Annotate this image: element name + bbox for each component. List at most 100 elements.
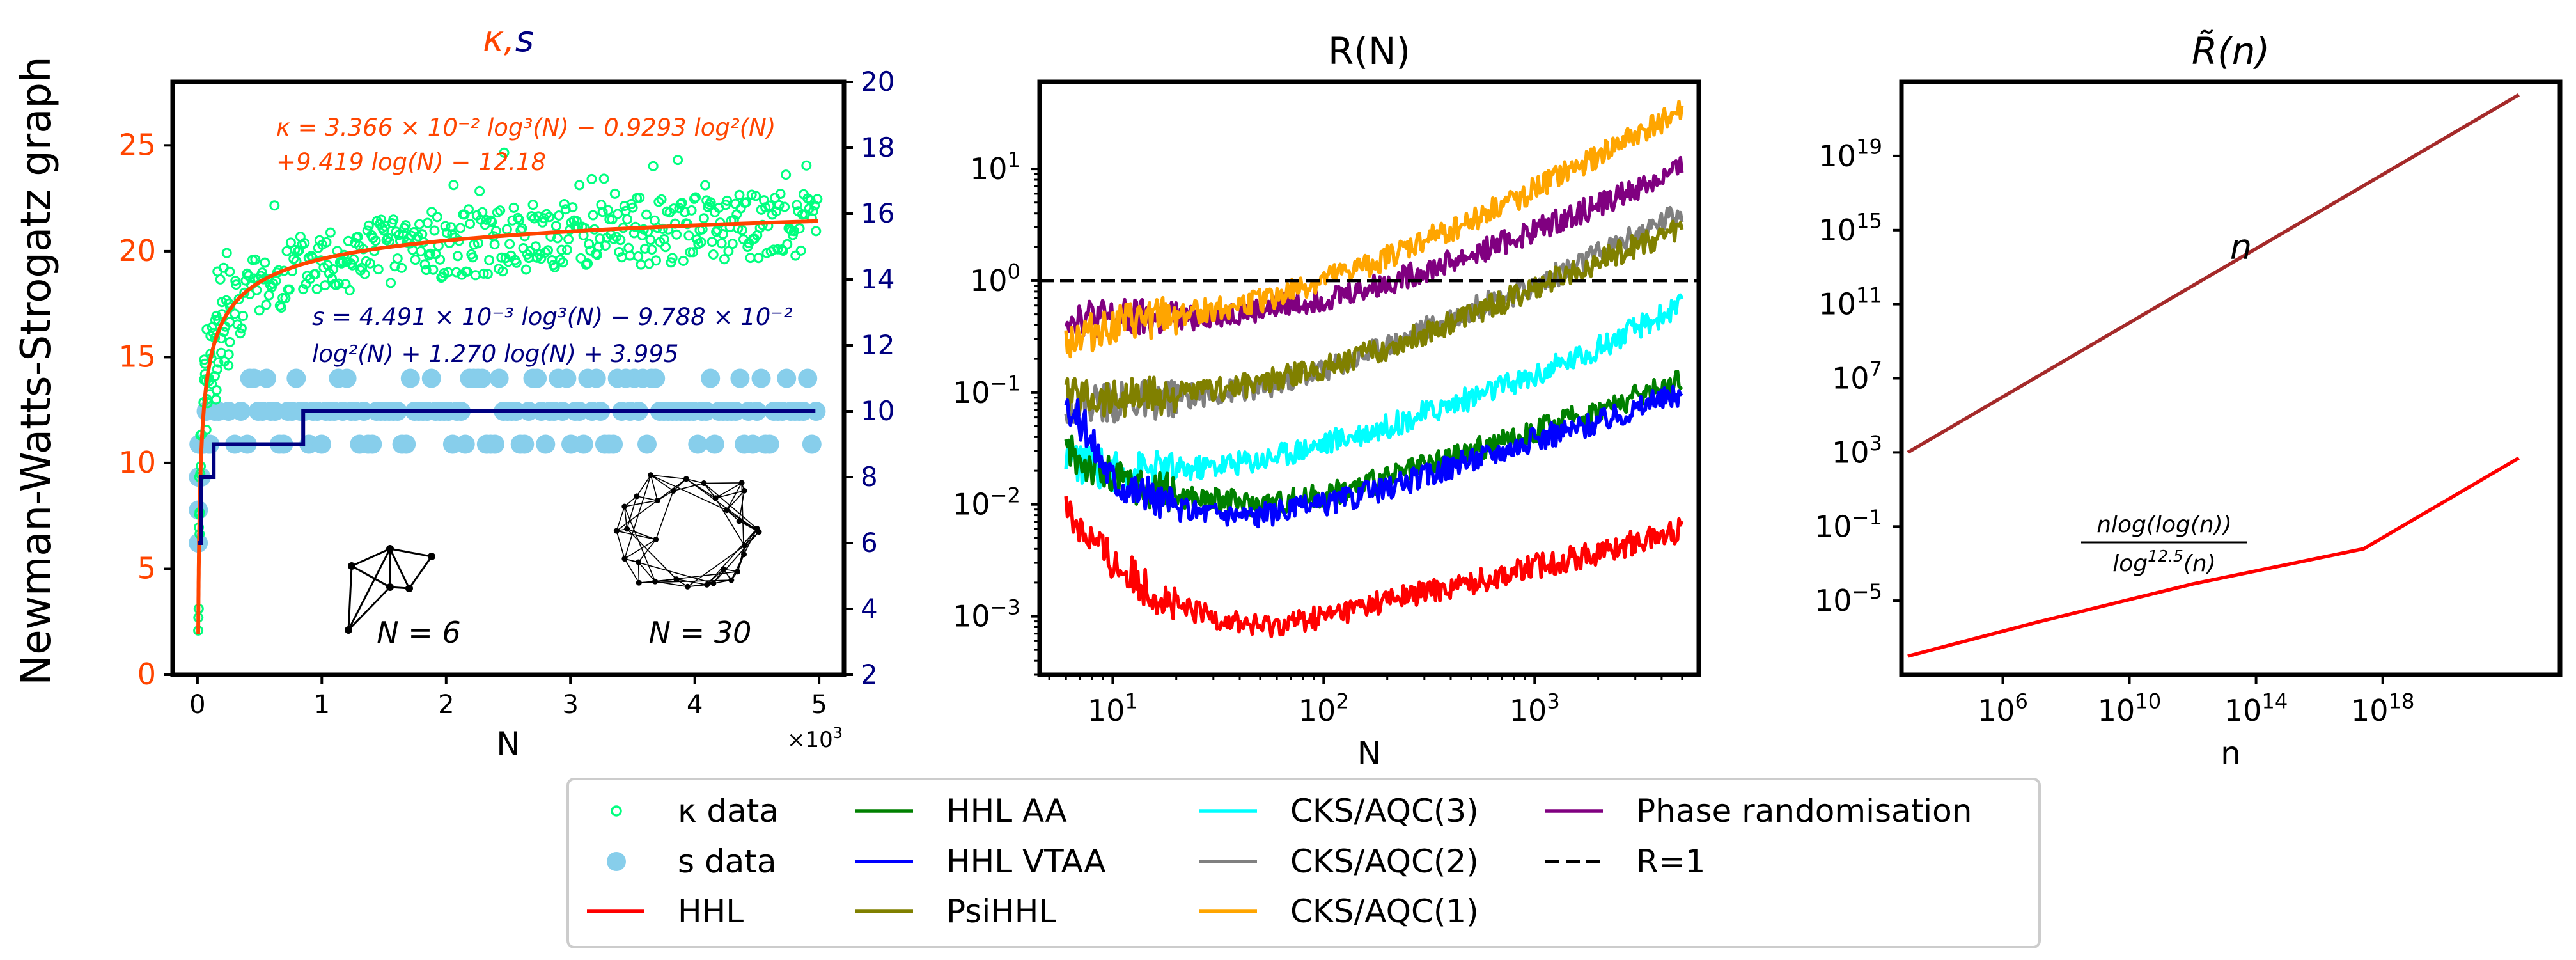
kappa-data-point (320, 280, 331, 291)
kappa-data-point (719, 254, 730, 265)
y-tick-label: 10−2 (953, 483, 1020, 521)
y-right-tick-label: 18 (861, 132, 894, 163)
series-line-psihhl (1064, 219, 1684, 418)
kappa-data-point (607, 214, 618, 225)
kappa-data-point (396, 262, 407, 273)
inset-node (741, 487, 747, 494)
y-right-tick-label: 10 (861, 395, 894, 427)
kappa-data-points (193, 147, 823, 636)
inset-edge (616, 506, 625, 531)
kappa-data-point (698, 213, 709, 224)
inset-edge (636, 475, 652, 497)
inset-node (710, 580, 717, 586)
kappa-data-point (792, 200, 802, 210)
kappa-data-point (550, 221, 561, 232)
kappa-data-point (734, 189, 745, 200)
kappa-data-point (487, 217, 497, 228)
x-tick-label-base: 10 (1299, 693, 1336, 728)
s-data-point (472, 368, 492, 388)
y-tick-label-exp: 19 (1856, 135, 1882, 159)
kappa-data-point (426, 207, 437, 217)
kappa-data-point (392, 253, 403, 264)
y-left-tick-label: 15 (118, 339, 156, 374)
s-data-point (231, 402, 251, 421)
inset-graph-N30 (613, 472, 762, 590)
kappa-data-point (555, 255, 566, 265)
kappa-data-point (575, 253, 586, 264)
kappa-data-point (233, 294, 244, 304)
kappa-data-point (700, 180, 710, 191)
legend-marker-kappa (611, 805, 622, 817)
s-data-point (730, 368, 750, 388)
s-data-point (688, 434, 708, 454)
kappa-data-point (507, 215, 518, 226)
kappa-data-point (559, 199, 570, 209)
x-tick-label: 102 (1299, 689, 1349, 728)
kappa-data-point (421, 265, 432, 276)
x-tick-label-exp: 18 (2388, 689, 2414, 714)
x-tick-label: 106 (1978, 689, 2028, 728)
kappa-data-point (280, 293, 291, 304)
legend: κ data s data HHL HHL AA HHL VTAA PsiHHL CKS/A… (566, 778, 2041, 948)
inset-node (756, 529, 762, 535)
kappa-data-point (639, 243, 650, 254)
kappa-data-point (574, 180, 585, 191)
kappa-data-point (428, 264, 439, 275)
x-tick-label: 3 (562, 690, 578, 720)
x-multiplier: ×103 (787, 724, 843, 753)
y-left-tick-label: 25 (118, 127, 156, 162)
kappa-data-point (686, 205, 697, 216)
s-data-point (286, 368, 306, 388)
kappa-data-point (293, 245, 304, 256)
x-axis-label: N (496, 725, 520, 762)
panel3-title: R̃(n) (2192, 29, 2270, 73)
row-label-group: Newman-Watts-Strogatz graph (13, 56, 60, 685)
kappa-data-point (679, 207, 690, 217)
legend-label: κ data (678, 792, 779, 830)
inset-edge (616, 530, 656, 540)
y-tick-label-base: 10 (1832, 361, 1870, 396)
inset-node (738, 480, 745, 486)
s-data-points (189, 368, 826, 553)
kappa-data-point (772, 244, 783, 255)
kappa-data-point (530, 241, 541, 252)
inset-edge (731, 554, 745, 581)
kappa-data-point (260, 257, 270, 268)
kappa-data-point (344, 285, 355, 295)
inset-node (728, 577, 735, 583)
x-tick-label: 1014 (2224, 689, 2288, 728)
inset-node (621, 556, 628, 562)
x-tick-label-exp: 6 (2015, 689, 2028, 714)
y-tick-label: 101 (970, 148, 1020, 186)
y-tick-label: 1019 (1818, 135, 1882, 173)
kappa-data-point (432, 212, 442, 223)
kappa-data-point (281, 246, 292, 256)
kappa-data-point (263, 290, 274, 301)
inset-edge (351, 565, 391, 588)
inset-node (736, 518, 742, 524)
y-right-tick-label: 4 (861, 593, 878, 624)
y-tick-label-base: 10 (1832, 435, 1870, 469)
kappa-data-point (636, 259, 646, 270)
kappa-data-point (465, 219, 476, 229)
kappa-data-point (527, 200, 538, 210)
inset-edge (624, 500, 658, 507)
annotation-n: n (2230, 227, 2252, 267)
s-data-point (637, 434, 657, 454)
inset-node (712, 495, 719, 501)
kappa-data-point (212, 266, 223, 277)
kappa-data-point (328, 264, 339, 274)
panel1-data (189, 147, 826, 636)
kappa-data-point (705, 197, 716, 208)
y-tick-label-base: 10 (1818, 139, 1856, 173)
title-sep: , (504, 19, 515, 60)
panel2-data (1040, 100, 1699, 639)
kappa-data-point (543, 245, 553, 256)
inset-edge (655, 581, 688, 588)
kappa-data-point (455, 223, 466, 233)
kappa-data-point (563, 234, 574, 245)
kappa-data-point (544, 212, 555, 223)
kappa-data-point (419, 259, 430, 270)
y-tick-label: 10−5 (1815, 579, 1882, 618)
kappa-data-point (622, 214, 633, 224)
